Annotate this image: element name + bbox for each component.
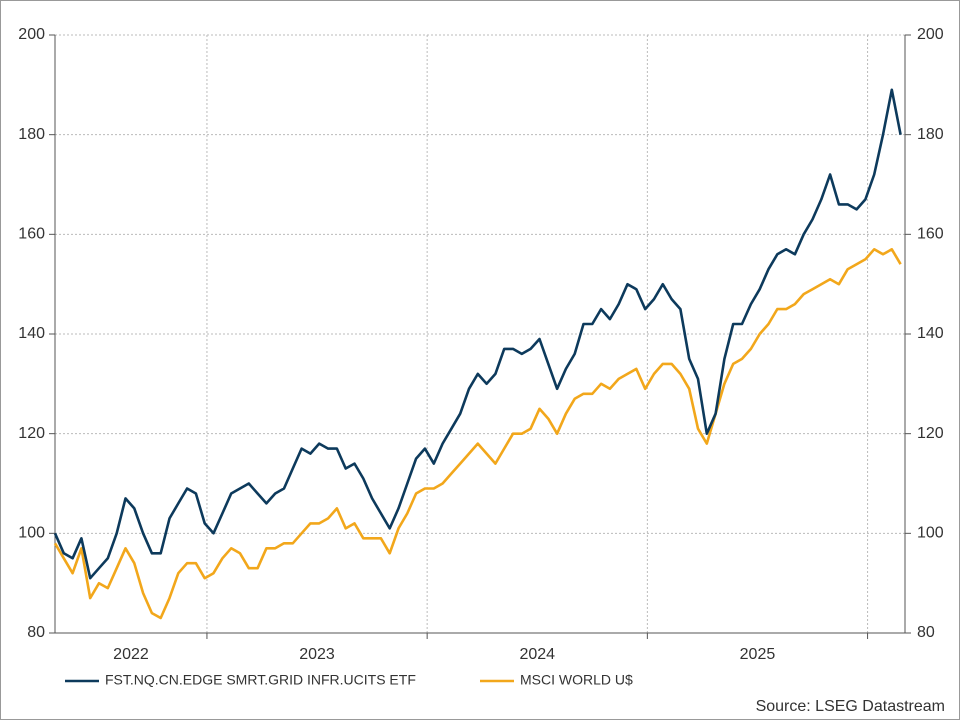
y2-tick-label: 200 (917, 26, 944, 43)
y-tick-label: 160 (18, 226, 45, 243)
y2-tick-label: 100 (917, 525, 944, 542)
series-line (53, 88, 902, 580)
y2-tick-label: 160 (917, 226, 944, 243)
x-tick-label: 2024 (519, 646, 555, 663)
x-tick-label: 2022 (113, 646, 149, 663)
y-tick-label: 120 (18, 425, 45, 442)
y2-tick-label: 180 (917, 126, 944, 143)
y2-tick-label: 80 (917, 624, 935, 641)
legend-label: FST.NQ.CN.EDGE SMRT.GRID INFR.UCITS ETF (105, 672, 416, 688)
source: Source: LSEG Datastream (756, 698, 945, 715)
series-line (53, 248, 902, 620)
legend-label: MSCI WORLD U$ (520, 672, 633, 688)
y2-tick-label: 120 (917, 425, 944, 442)
y-tick-label: 80 (27, 624, 45, 641)
y-tick-label: 140 (18, 325, 45, 342)
y2-tick-label: 140 (917, 325, 944, 342)
x-tick-label: 2025 (740, 646, 776, 663)
y-tick-label: 200 (18, 26, 45, 43)
x-tick-label: 2023 (299, 646, 335, 663)
y-tick-label: 100 (18, 525, 45, 542)
y-tick-label: 180 (18, 126, 45, 143)
